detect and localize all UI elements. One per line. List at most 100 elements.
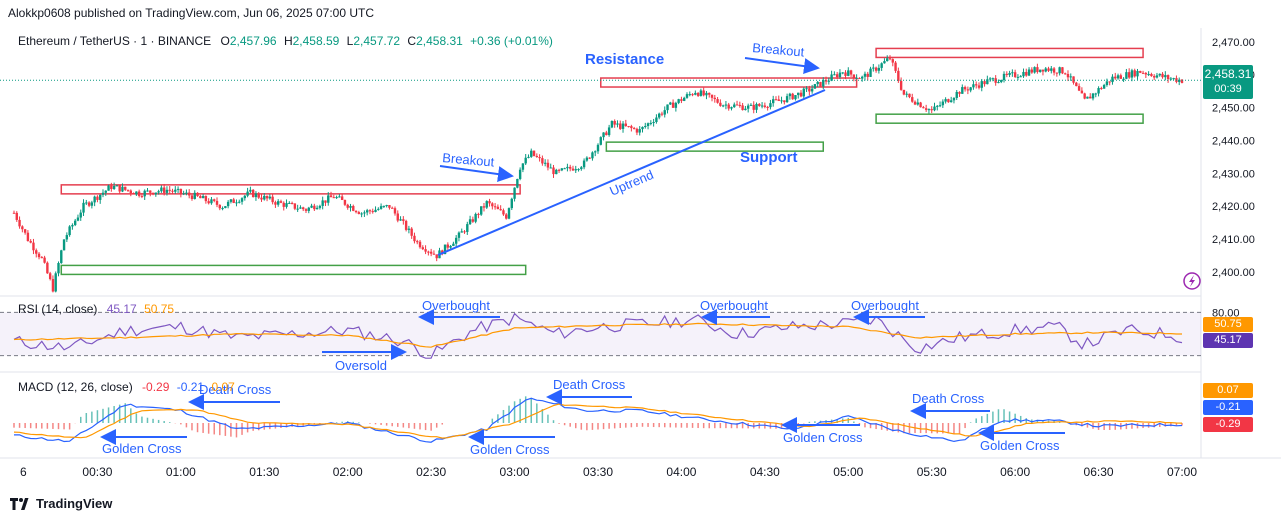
candle — [930, 109, 933, 111]
candle — [1027, 69, 1031, 76]
candle — [427, 251, 430, 253]
candle — [196, 192, 199, 197]
time-tick-label: 04:30 — [750, 465, 780, 479]
candle — [221, 208, 224, 210]
candle — [1158, 73, 1161, 76]
rsi-band — [0, 312, 1201, 356]
candle — [393, 208, 397, 214]
candle — [249, 189, 252, 192]
rsi-badge: 45.17 — [1203, 333, 1253, 348]
candle — [276, 201, 280, 205]
low-value: 2,457.72 — [353, 34, 401, 48]
candle — [1152, 76, 1156, 78]
candle — [805, 88, 808, 90]
candle — [399, 219, 402, 221]
candle — [830, 74, 833, 81]
candle — [1069, 76, 1072, 78]
candle — [310, 205, 313, 208]
tradingview-logo-icon — [10, 497, 29, 510]
candle — [844, 72, 847, 76]
macd-label[interactable]: MACD (12, 26, close) — [18, 380, 133, 394]
candle — [858, 78, 861, 80]
candle — [983, 81, 986, 85]
candle — [37, 253, 41, 258]
candle — [293, 203, 297, 209]
candle — [224, 206, 227, 209]
candle — [296, 208, 299, 210]
candle — [1150, 74, 1153, 77]
candle — [947, 99, 950, 103]
symbol-legend: Ethereum / TetherUS · 1 · BINANCE O2,457… — [18, 34, 553, 48]
candle — [810, 88, 814, 92]
candle — [641, 126, 644, 130]
symbol-name[interactable]: Ethereum / TetherUS · 1 · BINANCE — [18, 34, 212, 48]
candle — [719, 102, 722, 106]
candle — [894, 62, 897, 71]
candle — [616, 123, 619, 125]
candle — [549, 167, 552, 169]
resistance-zone — [600, 77, 858, 88]
candle — [391, 207, 394, 209]
candle — [610, 121, 614, 128]
candle — [435, 254, 438, 259]
candle — [168, 189, 171, 191]
candle — [1133, 70, 1136, 77]
candle — [32, 242, 35, 251]
candle — [824, 80, 828, 82]
candle — [1139, 70, 1142, 73]
candle — [911, 97, 914, 102]
candle — [680, 99, 683, 101]
candle — [646, 123, 650, 126]
candle — [552, 167, 555, 175]
candle — [1080, 90, 1084, 94]
candle — [546, 162, 550, 168]
candle — [1161, 73, 1164, 78]
candle — [738, 104, 742, 106]
macd-hist-value: -0.29 — [142, 380, 170, 394]
candle — [746, 105, 750, 109]
time-tick-label: 02:30 — [416, 465, 446, 479]
candle — [288, 202, 291, 204]
candle — [791, 93, 794, 100]
breakout-label: Breakout — [442, 150, 496, 170]
candle — [913, 101, 917, 105]
candle — [491, 203, 494, 207]
candle — [229, 199, 233, 202]
candle — [226, 201, 230, 207]
candle — [232, 199, 235, 203]
rsi-label[interactable]: RSI (14, close) — [18, 302, 98, 316]
candle — [694, 92, 697, 95]
candle — [243, 195, 247, 199]
time-tick-label: 00:30 — [82, 465, 112, 479]
price-tick-label: 2,430.00 — [1212, 168, 1255, 180]
candle — [671, 102, 675, 108]
candle — [721, 105, 725, 107]
candle — [847, 70, 850, 76]
candle — [708, 92, 711, 95]
resistance-zone — [875, 47, 1144, 59]
candle — [201, 196, 205, 199]
footer-brand[interactable]: TradingView — [10, 496, 112, 511]
candle — [160, 187, 163, 192]
candle — [1089, 96, 1092, 99]
candle — [107, 185, 110, 191]
candle — [132, 193, 135, 195]
price-tick-label: 2,420.00 — [1212, 201, 1255, 213]
candle — [87, 202, 91, 206]
candle — [905, 93, 908, 95]
candle — [568, 166, 572, 169]
candle — [927, 109, 931, 111]
candle — [1052, 68, 1056, 73]
candle — [1055, 72, 1059, 74]
candle — [730, 107, 733, 109]
candle — [877, 67, 881, 71]
death-cross-label: Death Cross — [199, 382, 272, 397]
oversold-label: Oversold — [335, 358, 387, 373]
candle — [944, 99, 947, 102]
candle — [129, 190, 132, 194]
candle — [235, 202, 238, 204]
overbought-label: Overbought — [700, 298, 768, 313]
candle — [977, 85, 981, 88]
candle — [1008, 72, 1011, 75]
